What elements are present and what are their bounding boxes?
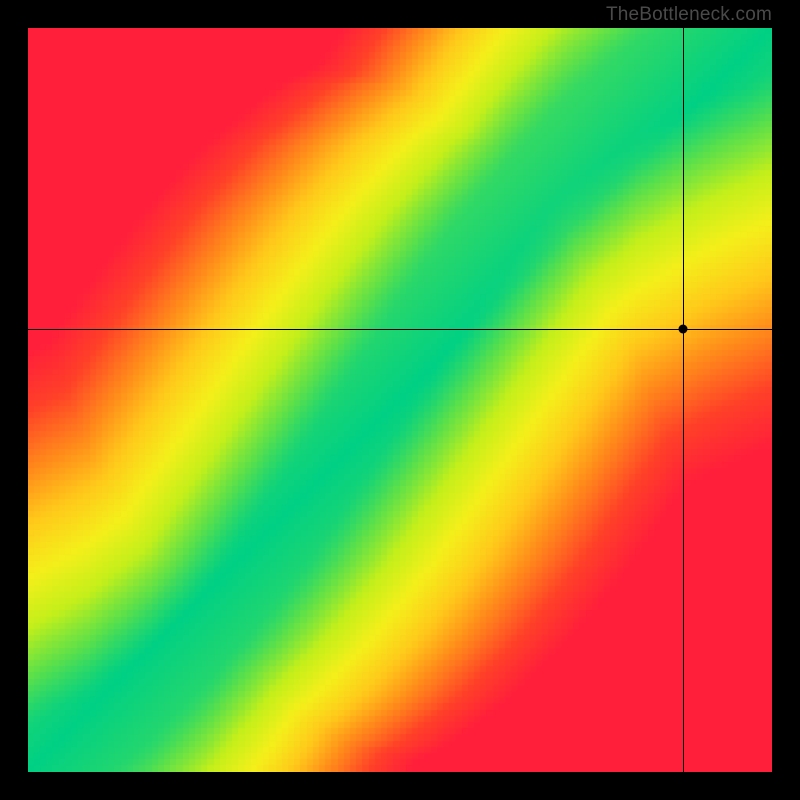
crosshair-horizontal — [28, 329, 772, 330]
crosshair-marker — [678, 325, 687, 334]
heatmap-canvas — [28, 28, 772, 772]
chart-container: TheBottleneck.com — [0, 0, 800, 800]
watermark-label: TheBottleneck.com — [606, 4, 772, 26]
plot-area — [28, 28, 772, 772]
crosshair-vertical — [683, 28, 684, 772]
